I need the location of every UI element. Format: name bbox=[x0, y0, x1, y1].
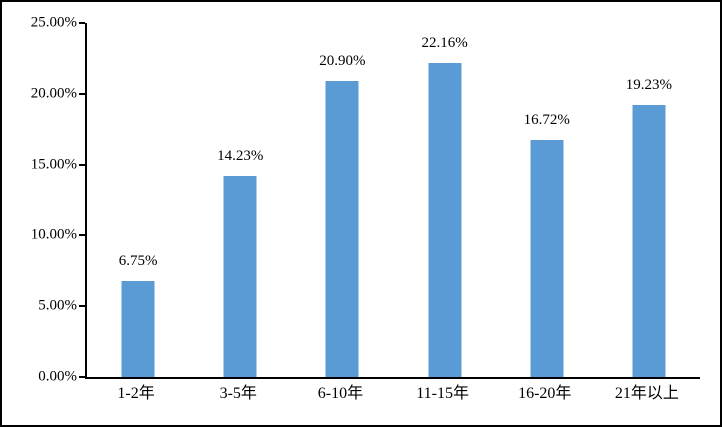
bar bbox=[325, 81, 359, 377]
bar bbox=[223, 175, 257, 377]
bar-group: 16.72% bbox=[496, 23, 598, 377]
y-tick-label: 0.00% bbox=[38, 368, 77, 385]
y-tick-mark bbox=[79, 305, 85, 308]
y-tick-label: 10.00% bbox=[30, 226, 77, 243]
x-tick-label: 11-15年 bbox=[416, 385, 469, 402]
y-tick-label: 15.00% bbox=[30, 156, 77, 173]
y-tick-label: 5.00% bbox=[38, 297, 77, 314]
bar bbox=[530, 140, 564, 377]
y-tick-mark bbox=[79, 92, 85, 95]
bar-value-label: 22.16% bbox=[421, 35, 468, 52]
y-tick-mark bbox=[79, 22, 85, 24]
bar-value-label: 19.23% bbox=[625, 76, 673, 93]
bar-group: 22.16% bbox=[394, 23, 496, 377]
bar-group: 20.90% bbox=[291, 23, 393, 377]
plot-area: 6.75% 14.23% 20.90% 22.16% 16.72% 19.23% bbox=[85, 23, 700, 379]
x-tick-label: 16-20年 bbox=[518, 385, 572, 402]
bar-value-label: 16.72% bbox=[523, 112, 570, 129]
x-tick-label: 3-5年 bbox=[219, 385, 257, 402]
bar-group: 6.75% bbox=[87, 23, 189, 377]
bar-group: 19.23% bbox=[598, 23, 700, 377]
bar-value-label: 20.90% bbox=[319, 53, 366, 70]
x-tick-label: 21年以上 bbox=[614, 385, 679, 402]
y-tick-label: 25.00% bbox=[30, 14, 77, 31]
bar-value-label: 14.23% bbox=[217, 147, 264, 164]
bar bbox=[121, 281, 155, 377]
bar-group: 14.23% bbox=[189, 23, 291, 377]
x-tick-label: 6-10年 bbox=[317, 385, 364, 402]
x-tick-label: 1-2年 bbox=[117, 385, 155, 402]
bar bbox=[428, 63, 462, 377]
y-tick-label: 20.00% bbox=[30, 85, 77, 102]
y-tick-mark bbox=[79, 376, 85, 378]
bar bbox=[632, 104, 666, 377]
bar-value-label: 6.75% bbox=[118, 253, 158, 270]
y-tick-mark bbox=[79, 234, 85, 237]
y-tick-mark bbox=[79, 163, 85, 166]
